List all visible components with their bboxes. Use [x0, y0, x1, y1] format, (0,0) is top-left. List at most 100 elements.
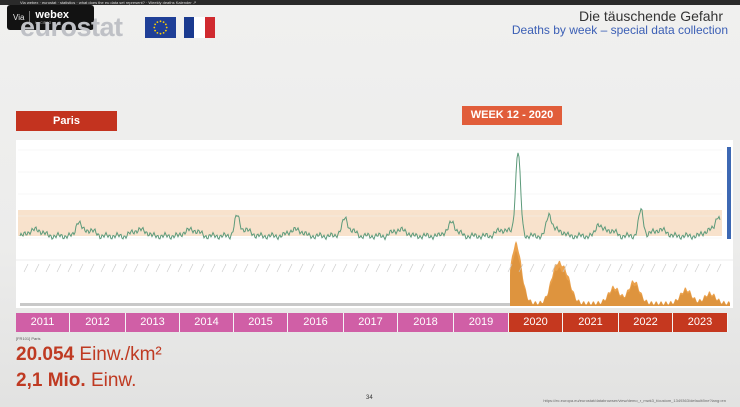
date-tick: [111, 263, 117, 273]
eu-star-icon: [162, 21, 165, 24]
date-tick: [408, 263, 414, 273]
eu-star-icon: [159, 32, 162, 35]
date-tick: [529, 263, 535, 273]
date-tick: [221, 263, 227, 273]
year-cell-2021: 2021: [563, 313, 619, 332]
date-tick: [463, 263, 469, 273]
date-tick: [199, 263, 205, 273]
date-tick: [298, 263, 304, 273]
date-tick: [155, 263, 161, 273]
meeting-title-bar: Via webex · eurostat · statistics · what…: [0, 0, 740, 5]
density-unit: Einw./km²: [79, 344, 162, 365]
date-tick: [309, 263, 315, 273]
eu-stars-icon: [153, 20, 168, 35]
year-cell-2015: 2015: [234, 313, 288, 332]
date-tick: [276, 263, 282, 273]
date-tick: [364, 263, 370, 273]
date-tick: [386, 263, 392, 273]
year-cell-2011: 2011: [16, 313, 70, 332]
date-tick: [144, 263, 150, 273]
date-tick: [661, 263, 667, 273]
date-tick: [485, 263, 491, 273]
date-tick: [606, 263, 612, 273]
date-tick: [23, 263, 29, 273]
year-cell-2020: 2020: [509, 313, 563, 332]
region-code: [FR101] Paris: [16, 336, 41, 341]
eu-star-icon: [154, 23, 157, 26]
baseline-area: [20, 303, 510, 306]
date-tick: [320, 263, 326, 273]
date-tick: [133, 263, 139, 273]
date-tick: [562, 263, 568, 273]
date-tick: [342, 263, 348, 273]
population-total: 2,1 Mio. Einw.: [16, 370, 136, 392]
year-cell-2013: 2013: [126, 313, 180, 332]
date-tick: [452, 263, 458, 273]
eu-star-icon: [156, 31, 159, 34]
excess-deaths-orange-area: [510, 241, 730, 306]
date-tick: [265, 263, 271, 273]
source-url: https://ec.europa.eu/eurostat/databrowse…: [543, 398, 726, 403]
date-tick: [353, 263, 359, 273]
date-tick: [100, 263, 106, 273]
eu-star-icon: [159, 20, 162, 23]
date-tick: [122, 263, 128, 273]
date-tick: [254, 263, 260, 273]
date-tick: [56, 263, 62, 273]
date-tick: [595, 263, 601, 273]
date-tick: [584, 263, 590, 273]
year-cell-2017: 2017: [344, 313, 398, 332]
year-cell-2023: 2023: [673, 313, 728, 332]
population-density: 20.054 Einw./km²: [16, 344, 162, 366]
date-tick: [177, 263, 183, 273]
webex-by-text: by CISCO: [35, 20, 52, 25]
date-tick: [672, 263, 678, 273]
eu-star-icon: [154, 29, 157, 32]
date-tick: [705, 263, 711, 273]
webex-divider: [29, 10, 31, 25]
france-flag-blue: [184, 17, 195, 38]
date-tick: [419, 263, 425, 273]
year-cell-2018: 2018: [398, 313, 454, 332]
date-tick: [375, 263, 381, 273]
webex-logo: webex by CISCO: [35, 8, 70, 26]
population-value: 2,1 Mio.: [16, 370, 86, 391]
eu-star-icon: [165, 26, 168, 29]
year-bar: 2011 2012 2013 2014 2015 2016 2017 2018 2019 2020…: [16, 313, 738, 332]
week-label: WEEK 12 - 2020: [462, 106, 562, 125]
weekly-deaths-chart: [16, 140, 733, 308]
year-cell-2016: 2016: [288, 313, 344, 332]
webex-brand-text: webex: [35, 8, 70, 21]
date-tick: [45, 263, 51, 273]
france-flag-white: [194, 17, 205, 38]
date-tick: [694, 263, 700, 273]
page-number: 34: [366, 395, 373, 401]
date-tick: [232, 263, 238, 273]
date-tick: [397, 263, 403, 273]
slide-title: Die täuschende Gefahr: [579, 8, 723, 24]
date-tick: [650, 263, 656, 273]
weekly-deaths-line: [19, 152, 721, 241]
density-value: 20.054: [16, 344, 75, 365]
date-tick: [210, 263, 216, 273]
current-week-marker: [727, 147, 731, 239]
date-tick: [617, 263, 623, 273]
webex-via-label: Via: [13, 13, 25, 22]
eu-flag-icon: [145, 17, 176, 38]
webex-badge: Via webex by CISCO: [7, 5, 94, 30]
date-tick: [573, 263, 579, 273]
date-tick: [628, 263, 634, 273]
year-cell-2019: 2019: [454, 313, 509, 332]
eu-star-icon: [153, 26, 156, 29]
eu-star-icon: [164, 29, 167, 32]
date-tick: [683, 263, 689, 273]
year-cell-2022: 2022: [619, 313, 673, 332]
date-tick: [716, 263, 722, 273]
region-label: Paris: [16, 111, 117, 131]
date-tick: [540, 263, 546, 273]
date-tick: [34, 263, 40, 273]
date-tick: [331, 263, 337, 273]
year-cell-2014: 2014: [180, 313, 234, 332]
france-flag-red: [204, 17, 215, 38]
normal-range-band: [18, 210, 722, 236]
